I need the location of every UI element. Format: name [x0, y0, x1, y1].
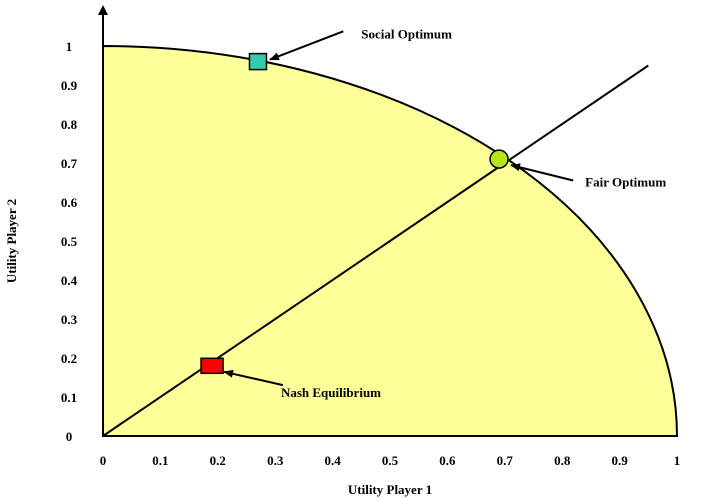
x-tick-label: 0 [100, 453, 107, 468]
point-annotations: Nash Equilibrium Social Optimum Fair Optim… [223, 26, 666, 400]
fair-optimum-label: Fair Optimum [585, 175, 666, 190]
y-axis-title: Utility Player 2 [4, 199, 19, 283]
x-tick-label: 0.2 [210, 453, 226, 468]
x-tick-label: 0.6 [439, 453, 456, 468]
y-tick-label: 0.1 [61, 390, 77, 405]
social-optimum-marker [248, 52, 268, 71]
y-tick-label: 0 [66, 429, 73, 444]
x-tick-label: 0.5 [382, 453, 399, 468]
x-tick-label: 1 [674, 453, 681, 468]
x-tick-label: 0.3 [267, 453, 284, 468]
x-tick-label: 0.4 [324, 453, 341, 468]
y-tick-label: 0.3 [61, 312, 78, 327]
equilibrium-points [200, 52, 509, 375]
x-tick-labels: 0 0.1 0.2 0.3 0.4 0.5 0.6 0.7 0.8 0.9 1 [100, 453, 681, 468]
y-tick-label: 1 [66, 39, 73, 54]
fair-optimum-marker [489, 149, 509, 169]
y-tick-label: 0.7 [61, 156, 78, 171]
x-tick-label: 0.8 [554, 453, 571, 468]
y-tick-label: 0.9 [61, 78, 78, 93]
fairness-line [102, 64, 649, 437]
y-tick-label: 0.2 [61, 351, 77, 366]
y-tick-label: 0.8 [61, 117, 78, 132]
social-optimum-arrow [269, 30, 344, 61]
nash-equilibrium-arrow [223, 369, 284, 387]
x-tick-label: 0.7 [497, 453, 514, 468]
y-tick-label: 0.4 [61, 273, 78, 288]
x-tick-label: 0.1 [152, 453, 168, 468]
nash-equilibrium-marker [200, 357, 224, 375]
y-tick-label: 0.6 [61, 195, 78, 210]
x-tick-label: 0.9 [611, 453, 628, 468]
y-tick-labels: 0 0.1 0.2 0.3 0.4 0.5 0.6 0.7 0.8 0.9 1 [61, 39, 78, 444]
nash-equilibrium-label: Nash Equilibrium [281, 385, 381, 400]
fair-optimum-arrow [510, 163, 574, 182]
x-axis-title: Utility Player 1 [348, 482, 432, 497]
social-optimum-label: Social Optimum [361, 26, 452, 41]
y-tick-label: 0.5 [61, 234, 78, 249]
